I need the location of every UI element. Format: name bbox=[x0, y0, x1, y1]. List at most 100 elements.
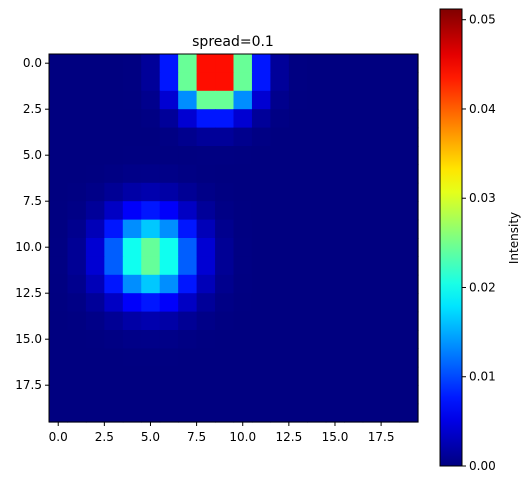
heatmap-cell bbox=[178, 54, 198, 73]
heatmap-cell bbox=[325, 330, 345, 349]
heatmap-cell bbox=[141, 274, 161, 294]
heatmap-cell bbox=[49, 274, 69, 294]
heatmap-cell bbox=[325, 201, 345, 221]
heatmap-cell bbox=[362, 274, 382, 294]
heatmap-cell bbox=[399, 403, 419, 423]
heatmap-cell bbox=[270, 54, 290, 73]
heatmap-cell bbox=[159, 385, 179, 405]
heatmap-cell bbox=[399, 146, 419, 165]
heatmap-cell bbox=[215, 182, 235, 202]
heatmap-cell bbox=[362, 385, 382, 405]
heatmap-cell bbox=[251, 54, 271, 73]
heatmap-cell bbox=[141, 311, 161, 331]
heatmap-cell bbox=[104, 366, 124, 386]
heatmap-cell bbox=[215, 293, 235, 313]
heatmap-cell bbox=[325, 366, 345, 386]
heatmap-cell bbox=[233, 330, 253, 349]
heatmap-cell bbox=[344, 274, 364, 294]
heatmap-cell bbox=[215, 146, 235, 165]
heatmap-cell bbox=[122, 330, 142, 349]
heatmap-cell bbox=[362, 201, 382, 221]
heatmap-cell bbox=[141, 348, 161, 368]
heatmap-cell bbox=[288, 348, 308, 368]
colorbar bbox=[439, 8, 463, 467]
heatmap-cell bbox=[178, 256, 198, 276]
heatmap-cell bbox=[178, 311, 198, 331]
heatmap-cell bbox=[49, 219, 69, 239]
heatmap-cell bbox=[325, 90, 345, 110]
heatmap-cell bbox=[122, 366, 142, 386]
heatmap-cell bbox=[104, 72, 124, 92]
heatmap-cell bbox=[104, 201, 124, 221]
heatmap-cell bbox=[122, 54, 142, 73]
heatmap-cell bbox=[251, 293, 271, 313]
heatmap-cell bbox=[288, 293, 308, 313]
heatmap-cell bbox=[270, 238, 290, 257]
heatmap-cell bbox=[288, 256, 308, 276]
heatmap-cell bbox=[307, 90, 327, 110]
heatmap-cell bbox=[344, 293, 364, 313]
heatmap-cell bbox=[381, 219, 401, 239]
heatmap-cell bbox=[233, 385, 253, 405]
heatmap-cell bbox=[344, 311, 364, 331]
heatmap-cell bbox=[49, 90, 69, 110]
heatmap-cell bbox=[288, 330, 308, 349]
heatmap-cell bbox=[196, 90, 216, 110]
heatmap-cell bbox=[104, 90, 124, 110]
heatmap-cell bbox=[159, 90, 179, 110]
plot-frame bbox=[48, 53, 419, 423]
heatmap-cell bbox=[159, 72, 179, 92]
heatmap-cell bbox=[381, 403, 401, 423]
heatmap-cell bbox=[67, 72, 87, 92]
heatmap-cell bbox=[178, 90, 198, 110]
heatmap-cell bbox=[325, 72, 345, 92]
heatmap-cell bbox=[233, 348, 253, 368]
heatmap-cell bbox=[344, 146, 364, 165]
heatmap-cell bbox=[399, 54, 419, 73]
heatmap-cell bbox=[67, 182, 87, 202]
heatmap-cell bbox=[270, 274, 290, 294]
heatmap-cell bbox=[215, 164, 235, 184]
heatmap-cell bbox=[288, 164, 308, 184]
heatmap-cell bbox=[251, 127, 271, 147]
heatmap-cell bbox=[270, 72, 290, 92]
heatmap-cell bbox=[307, 330, 327, 349]
heatmap-cell bbox=[307, 219, 327, 239]
heatmap-cell bbox=[344, 90, 364, 110]
heatmap-cell bbox=[399, 127, 419, 147]
heatmap-cell bbox=[381, 348, 401, 368]
x-axis: 0.0 2.5 5.0 7.5 10.0 12.5 15.0 17.5 bbox=[49, 422, 394, 444]
heatmap-cell bbox=[104, 293, 124, 313]
heatmap-cell bbox=[270, 311, 290, 331]
heatmap-cell bbox=[141, 109, 161, 129]
heatmap-cell bbox=[49, 385, 69, 405]
heatmap-cell bbox=[141, 90, 161, 110]
heatmap-cell bbox=[344, 109, 364, 129]
heatmap-cell bbox=[159, 274, 179, 294]
heatmap-cell bbox=[381, 90, 401, 110]
heatmap-cell bbox=[325, 293, 345, 313]
heatmap-cell bbox=[325, 182, 345, 202]
y-axis: 0.0 2.5 5.0 7.5 10.0 12.5 15.0 17.5 bbox=[15, 56, 49, 392]
heatmap-cell bbox=[399, 256, 419, 276]
heatmap-cell bbox=[104, 127, 124, 147]
heatmap-cell bbox=[381, 256, 401, 276]
heatmap-cell bbox=[49, 201, 69, 221]
heatmap-cell bbox=[381, 366, 401, 386]
heatmap-cell bbox=[288, 274, 308, 294]
x-tick-label: 7.5 bbox=[187, 430, 206, 444]
heatmap-cell bbox=[344, 164, 364, 184]
heatmap-cell bbox=[104, 274, 124, 294]
heatmap-cell bbox=[399, 72, 419, 92]
heatmap-cell bbox=[141, 219, 161, 239]
heatmap-cell bbox=[141, 164, 161, 184]
heatmap-cell bbox=[122, 109, 142, 129]
heatmap-cell bbox=[215, 311, 235, 331]
heatmap-cell bbox=[215, 72, 235, 92]
heatmap-cell bbox=[307, 201, 327, 221]
heatmap-cell bbox=[344, 348, 364, 368]
heatmap-cell bbox=[251, 274, 271, 294]
heatmap-cell bbox=[325, 403, 345, 423]
heatmap-cell bbox=[362, 330, 382, 349]
